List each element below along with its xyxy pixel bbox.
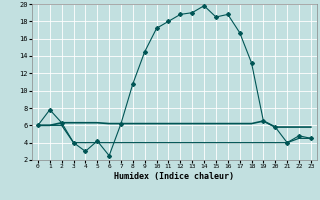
X-axis label: Humidex (Indice chaleur): Humidex (Indice chaleur) xyxy=(115,172,234,181)
